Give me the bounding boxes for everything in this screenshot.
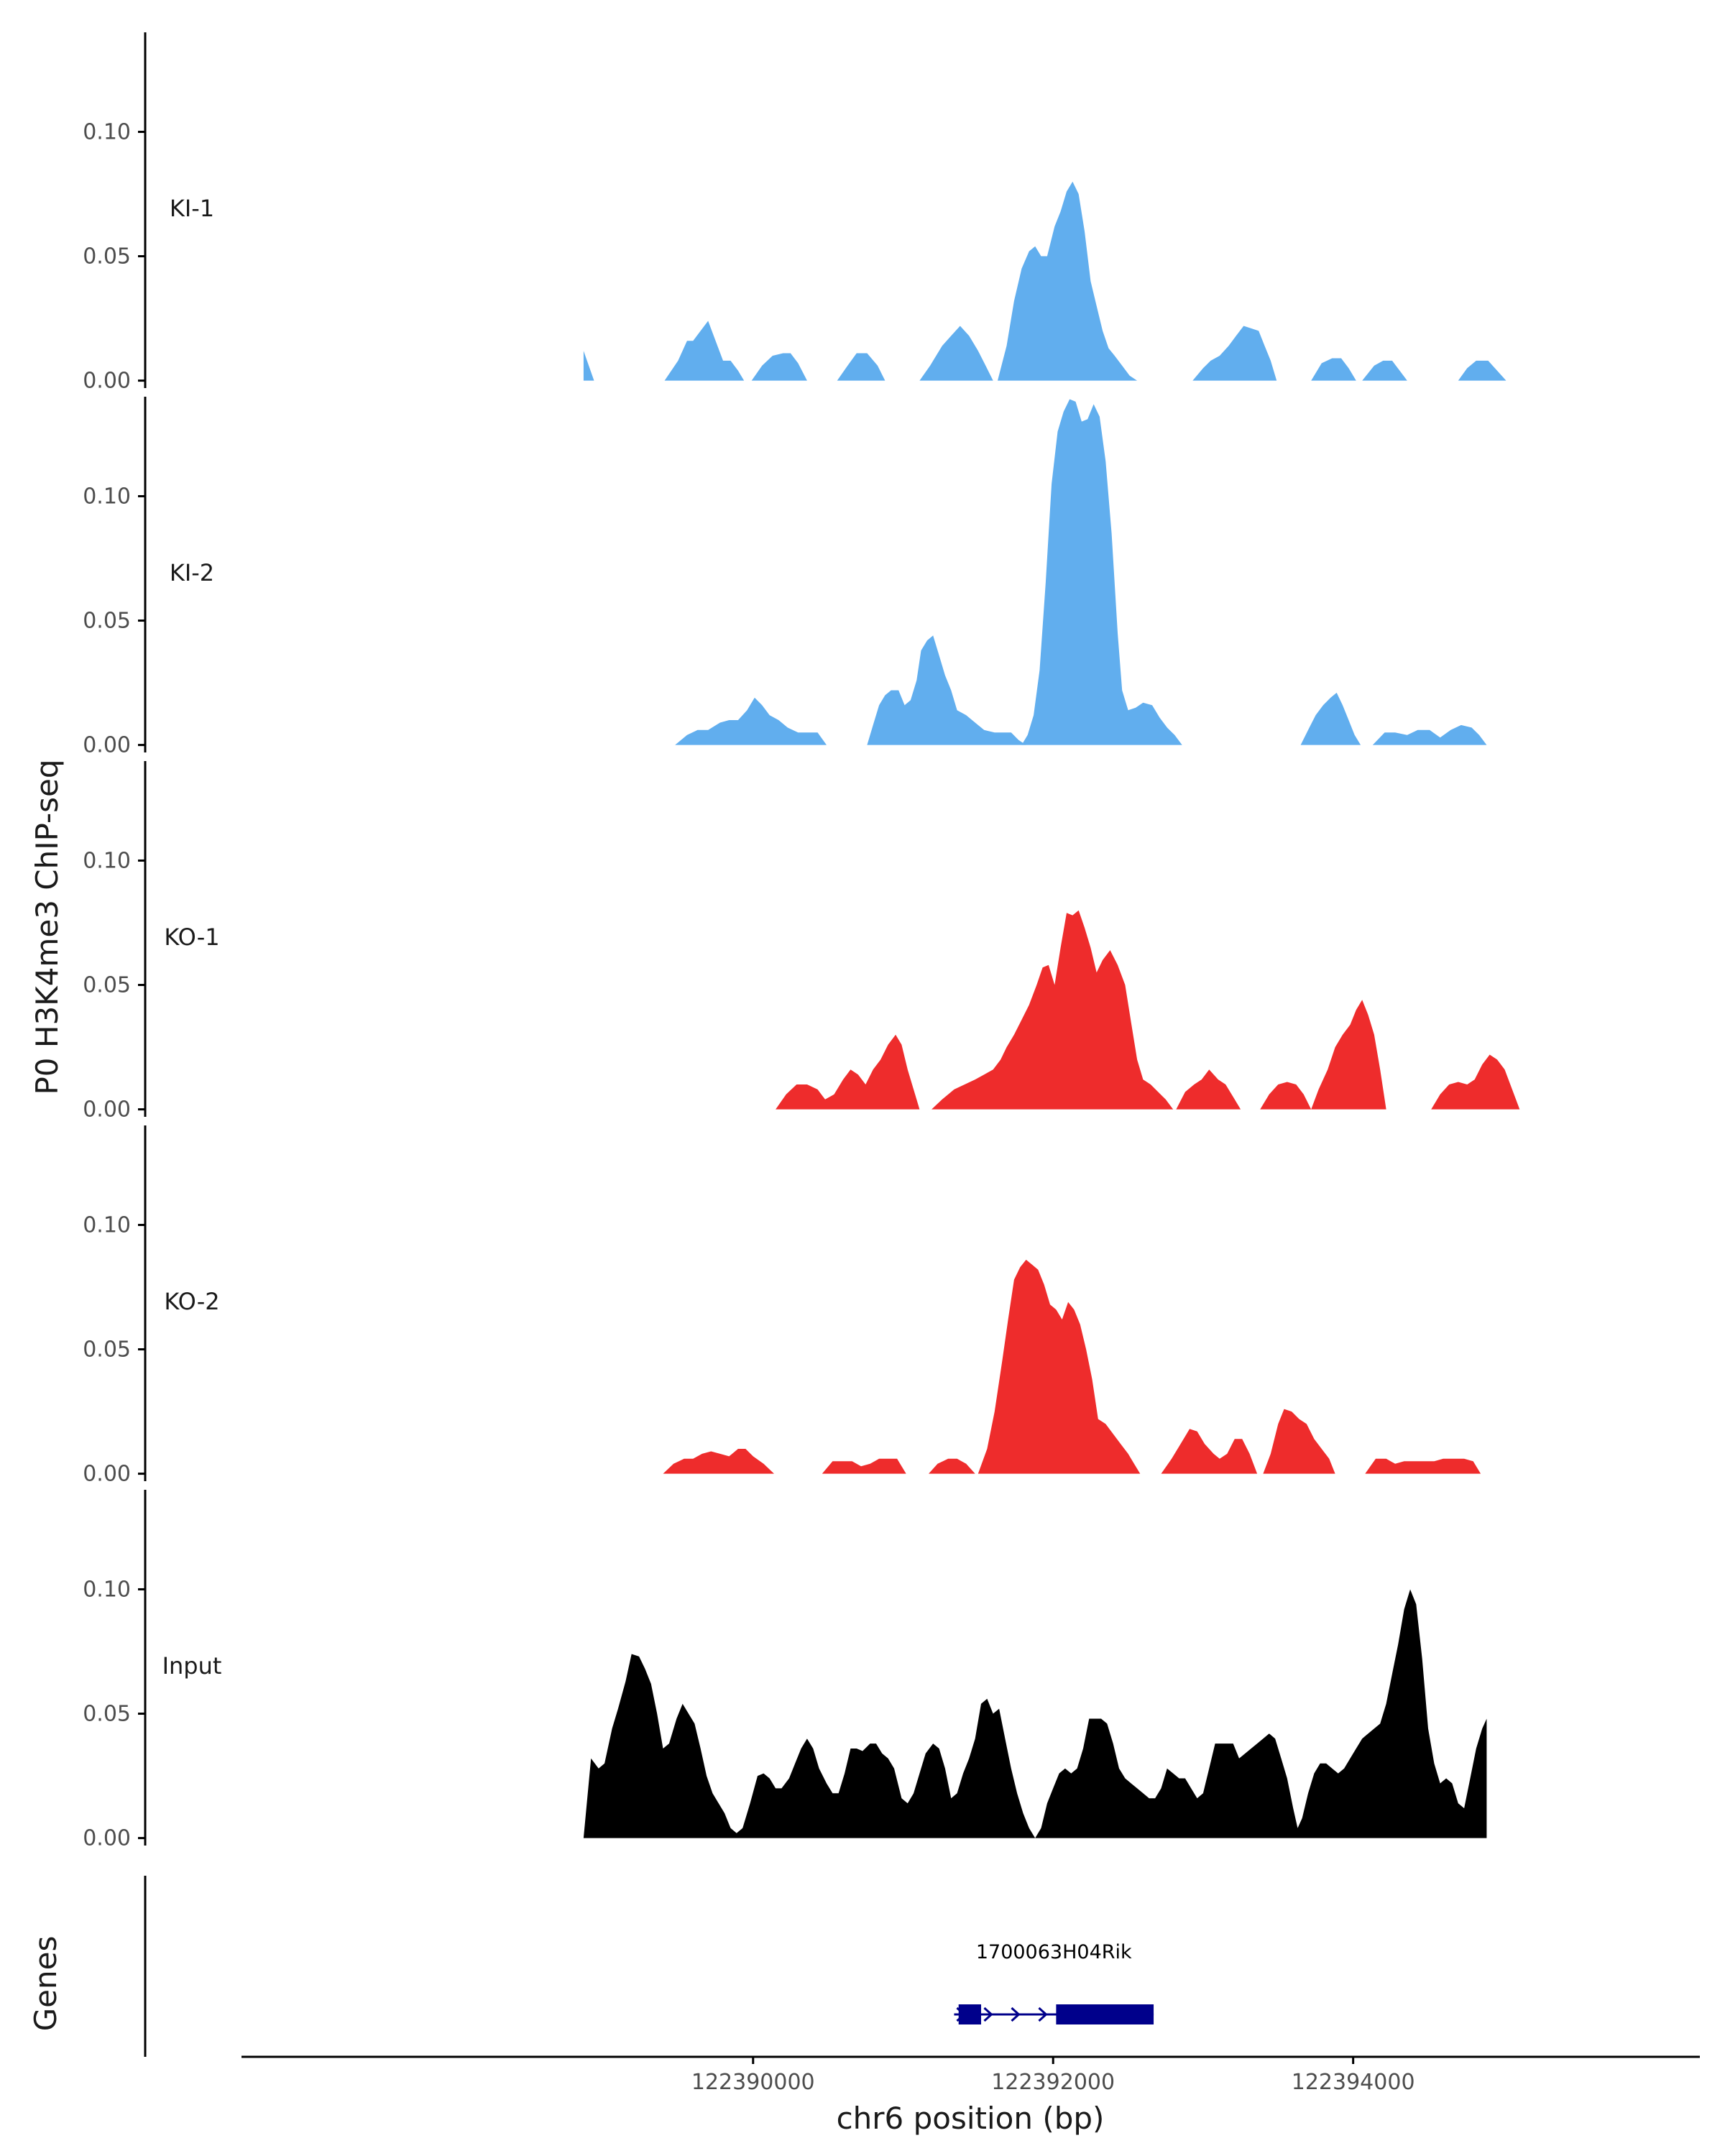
signal-area — [663, 1449, 774, 1474]
signal-area — [1311, 358, 1356, 381]
signal-area — [1161, 1429, 1258, 1474]
gene-exons — [958, 2004, 1154, 2024]
y-tick-label: 0.10 — [83, 119, 131, 144]
track-ko-1: 0.00 0.05 0.10 KO-1 — [83, 761, 1520, 1123]
track-label: KO-2 — [164, 1288, 219, 1315]
track-panels: 0.00 0.05 0.10 KI-1 0.00 0.05 0.10 KI-2 0.00 0.05… — [83, 32, 1520, 1851]
track-label: KI-2 — [170, 559, 214, 586]
signal-area — [1458, 360, 1506, 381]
signal-area — [919, 326, 993, 381]
strand-arrow — [1038, 2007, 1048, 2022]
signal-area — [1311, 1000, 1386, 1110]
signal-area — [1365, 1458, 1481, 1474]
track-label: KI-1 — [170, 195, 214, 222]
track-ko-2: 0.00 0.05 0.10 KO-2 — [83, 1125, 1481, 1487]
signal-area — [675, 697, 827, 745]
y-tick-label: 0.10 — [83, 848, 131, 873]
genes-panel: Genes 1700063H04Rik — [28, 1876, 1154, 2057]
x-axis-title: chr6 position (bp) — [837, 2101, 1105, 2136]
signal-area — [776, 1034, 920, 1110]
y-tick-label: 0.00 — [83, 1826, 131, 1851]
signal-area — [751, 353, 807, 381]
x-tick-label: 122394000 — [1292, 2070, 1415, 2095]
track-input: 0.00 0.05 0.10 Input — [83, 1490, 1487, 1851]
x-axis: 122390000 122392000 122394000 chr6 positio… — [242, 2055, 1700, 2136]
y-tick-label: 0.00 — [83, 369, 131, 394]
strand-arrow — [983, 2007, 993, 2022]
y-axis-title: P0 H3K4me3 ChIP-seq — [29, 759, 65, 1095]
signal-area — [1263, 1409, 1335, 1474]
y-tick-label: 0.05 — [83, 609, 131, 634]
signal-area — [1431, 1054, 1520, 1110]
track-ki-1: 0.00 0.05 0.10 KI-1 — [83, 32, 1506, 394]
genes-axis-title: Genes — [28, 1936, 63, 2032]
signal-area — [1192, 326, 1277, 381]
signal-area — [1362, 360, 1407, 381]
y-tick-label: 0.05 — [83, 244, 131, 270]
signal-area — [929, 1458, 975, 1474]
y-tick-label: 0.10 — [83, 1212, 131, 1238]
y-tick-label: 0.05 — [83, 1702, 131, 1727]
signal-area — [932, 910, 1174, 1110]
y-tick-label: 0.00 — [83, 1462, 131, 1487]
signal-area — [583, 1589, 1487, 1838]
signal-area — [998, 181, 1138, 381]
track-label: KO-1 — [164, 923, 219, 951]
signal-area — [978, 1259, 1141, 1474]
y-tick-label: 0.05 — [83, 973, 131, 998]
strand-arrow — [1011, 2007, 1021, 2022]
x-tick-label: 122392000 — [991, 2070, 1115, 2095]
signal-area — [1021, 399, 1182, 745]
signal-area — [1300, 692, 1361, 745]
gene-exon — [1056, 2004, 1154, 2024]
signal-area — [1372, 724, 1487, 745]
y-tick-label: 0.10 — [83, 1577, 131, 1602]
signal-area — [1176, 1069, 1241, 1110]
y-tick-label: 0.10 — [83, 484, 131, 509]
track-label: Input — [162, 1652, 222, 1680]
signal-area — [837, 353, 886, 381]
x-tick-label: 122390000 — [691, 2070, 815, 2095]
signal-area — [822, 1458, 906, 1474]
gene-name-label: 1700063H04Rik — [976, 1941, 1132, 1963]
gene-exon — [958, 2004, 982, 2024]
x-ticks: 122390000 122392000 122394000 — [691, 2057, 1415, 2095]
signal-area — [664, 321, 745, 381]
y-tick-label: 0.00 — [83, 733, 131, 758]
track-ki-2: 0.00 0.05 0.10 KI-2 — [83, 397, 1487, 758]
y-tick-label: 0.00 — [83, 1097, 131, 1123]
signal-area — [1260, 1082, 1312, 1110]
signal-area — [867, 635, 1026, 745]
signal-area — [583, 351, 594, 381]
y-tick-label: 0.05 — [83, 1337, 131, 1363]
